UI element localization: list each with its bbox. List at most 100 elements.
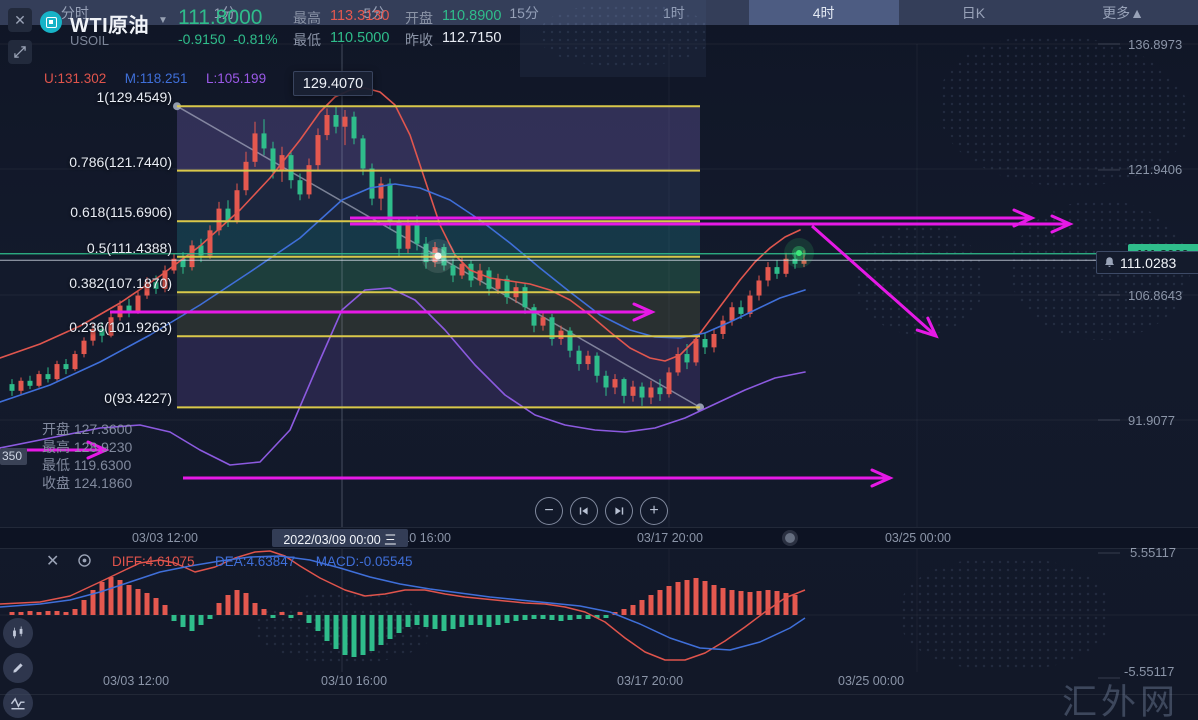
boll-lower-line	[0, 287, 806, 466]
price-tooltip: 129.4070	[293, 71, 373, 96]
skip-to-start-button[interactable]	[570, 497, 598, 525]
crosshair-date-label: 2022/03/09 00:00 三	[272, 529, 408, 547]
grid-lines	[0, 43, 1198, 679]
plus-icon: +	[649, 502, 659, 519]
close-chart-button[interactable]: ✕	[8, 8, 32, 32]
wave-icon	[10, 697, 25, 710]
fib-level-label-6: 0(93.4227)	[104, 390, 172, 407]
symbol-code: USOIL	[70, 33, 110, 48]
timeframe-item-1[interactable]: 1分	[213, 4, 236, 21]
collapse-expand-button[interactable]	[8, 40, 32, 64]
boll-lower-value: L:105.199	[206, 71, 267, 86]
time-label-top-3: 03/25 00:00	[884, 531, 952, 545]
macd-diff-line	[0, 550, 806, 661]
fib-bands	[177, 106, 700, 408]
timeframe-item-5[interactable]: 4时	[748, 0, 899, 25]
stat-label-0: 最高	[293, 10, 321, 26]
time-label-bottom-0: 03/03 12:00	[103, 674, 170, 688]
macd-dea-line	[0, 555, 806, 651]
fib-level-label-0: 1(129.4549)	[96, 89, 172, 106]
price-axis-label-1: 121.9406	[1128, 162, 1183, 177]
close-icon: ✕	[46, 553, 60, 570]
stat-value-0: 113.3130	[330, 8, 390, 24]
candlestick-icon	[13, 626, 23, 639]
stat-label-3: 昨收	[405, 32, 433, 48]
header-panel-highlight	[520, 0, 706, 77]
zoom-out-button[interactable]: −	[535, 497, 563, 525]
expand-arrows-icon	[14, 46, 26, 58]
timeframe-item-7[interactable]: 更多▲	[1102, 4, 1145, 21]
time-label-top-0: 03/03 12:00	[131, 531, 199, 545]
alert-price-value: 111.0283	[1120, 254, 1177, 271]
fib-level-label-3: 0.5(111.4388)	[86, 239, 172, 256]
boll-middle-value: M:118.251	[124, 71, 188, 86]
fib-level-label-4: 0.382(107.1870)	[69, 275, 172, 292]
price-axis-label-0: 136.8973	[1128, 37, 1183, 52]
time-label-bottom-3: 03/25 00:00	[838, 674, 905, 688]
pencil-icon	[13, 663, 23, 673]
chart-type-button[interactable]	[3, 618, 33, 648]
macd-histogram	[9, 577, 798, 657]
indicator-button[interactable]	[3, 688, 33, 718]
skip-forward-icon	[615, 507, 624, 515]
macd-settings-button[interactable]	[76, 552, 93, 574]
selection-ohlc-info: 开盘 127.3600 最高 128.9230 最低 119.6300 收盘 124.…	[42, 420, 132, 492]
fib-level-label-1: 0.786(121.7440)	[69, 153, 172, 170]
macd-axis-top: 5.55117	[1130, 545, 1177, 560]
timeframe-item-2[interactable]: 5分	[363, 4, 386, 21]
zoom-in-button[interactable]: +	[640, 497, 668, 525]
price-axis-label-3: 91.9077	[1128, 413, 1175, 428]
logo-square-icon	[45, 16, 57, 28]
stat-value-2: 110.8900	[442, 8, 502, 24]
main-time-axis: 03/03 12:00 03/10 16:00 03/17 20:00 03/25 0…	[0, 528, 1198, 548]
partial-price-chip: 350	[0, 448, 28, 465]
boll-indicator-row: U:131.302 M:118.251 L:105.199	[44, 70, 280, 88]
macd-values-row: DIFF:4.61075 DEA:4.63847 MACD:-0.05545	[112, 553, 429, 571]
macd-axis-bottom: -5.55117	[1124, 664, 1175, 679]
draw-tool-button[interactable]	[3, 653, 33, 683]
macd-close-button[interactable]: ✕	[46, 551, 59, 571]
boll-upper-line	[0, 87, 801, 362]
close-icon: ✕	[14, 11, 26, 28]
stat-value-1: 110.5000	[330, 30, 390, 46]
stat-label-2: 开盘	[405, 10, 433, 26]
ohlc-info-row-0: 开盘 127.3600	[42, 421, 133, 437]
fib-level-label-2: 0.618(115.6906)	[70, 204, 172, 221]
axis-marker-dot[interactable]	[785, 533, 795, 543]
instrument-logo	[40, 11, 62, 33]
stat-value-3: 112.7150	[442, 30, 502, 46]
macd-macd-value: MACD:-0.05545	[315, 554, 413, 569]
symbol-dropdown-icon[interactable]: ▼	[158, 15, 168, 26]
boll-upper-value: U:131.302	[44, 71, 107, 86]
price-alert-box[interactable]: 111.0283	[1096, 251, 1198, 274]
price-change: -0.9150 -0.81%	[178, 31, 278, 47]
time-label-bottom-2: 03/17 20:00	[617, 674, 684, 688]
timeframe-item-0[interactable]: 分时	[60, 4, 89, 21]
macd-diff-value: DIFF:4.61075	[112, 554, 195, 569]
time-label-top-2: 03/17 20:00	[636, 531, 704, 545]
skip-to-end-button[interactable]	[605, 497, 633, 525]
last-price: 111.8000	[178, 6, 263, 29]
glow-markers	[421, 238, 814, 273]
price-axis-label-2: 106.8643	[1128, 288, 1183, 303]
timeframe-toolbar: 分时 1分 5分 15分 1时 4时 日K 更多▲	[0, 0, 1198, 25]
skip-back-icon	[579, 507, 588, 515]
timeframe-item-6[interactable]: 日K	[961, 4, 986, 21]
stat-label-1: 最低	[293, 32, 321, 48]
annotation-arrows	[0, 208, 1074, 488]
ohlc-info-row-2: 最低 119.6300	[42, 457, 132, 473]
time-label-bottom-1: 03/10 16:00	[321, 674, 388, 688]
ohlc-info-row-3: 收盘 124.1860	[42, 475, 133, 491]
macd-dea-value: DEA:4.63847	[215, 554, 296, 569]
timeframe-item-3[interactable]: 15分	[509, 4, 539, 21]
timeframe-item-4[interactable]: 1时	[662, 4, 685, 21]
symbol-title[interactable]: WTI原油	[70, 15, 150, 37]
settings-target-icon	[78, 554, 91, 567]
boll-middle-line	[0, 183, 806, 403]
ohlc-info-row-1: 最高 128.9230	[42, 439, 133, 455]
bell-icon	[1105, 257, 1114, 267]
fib-level-label-5: 0.236(101.9263)	[69, 319, 172, 336]
minus-icon: −	[544, 502, 554, 519]
